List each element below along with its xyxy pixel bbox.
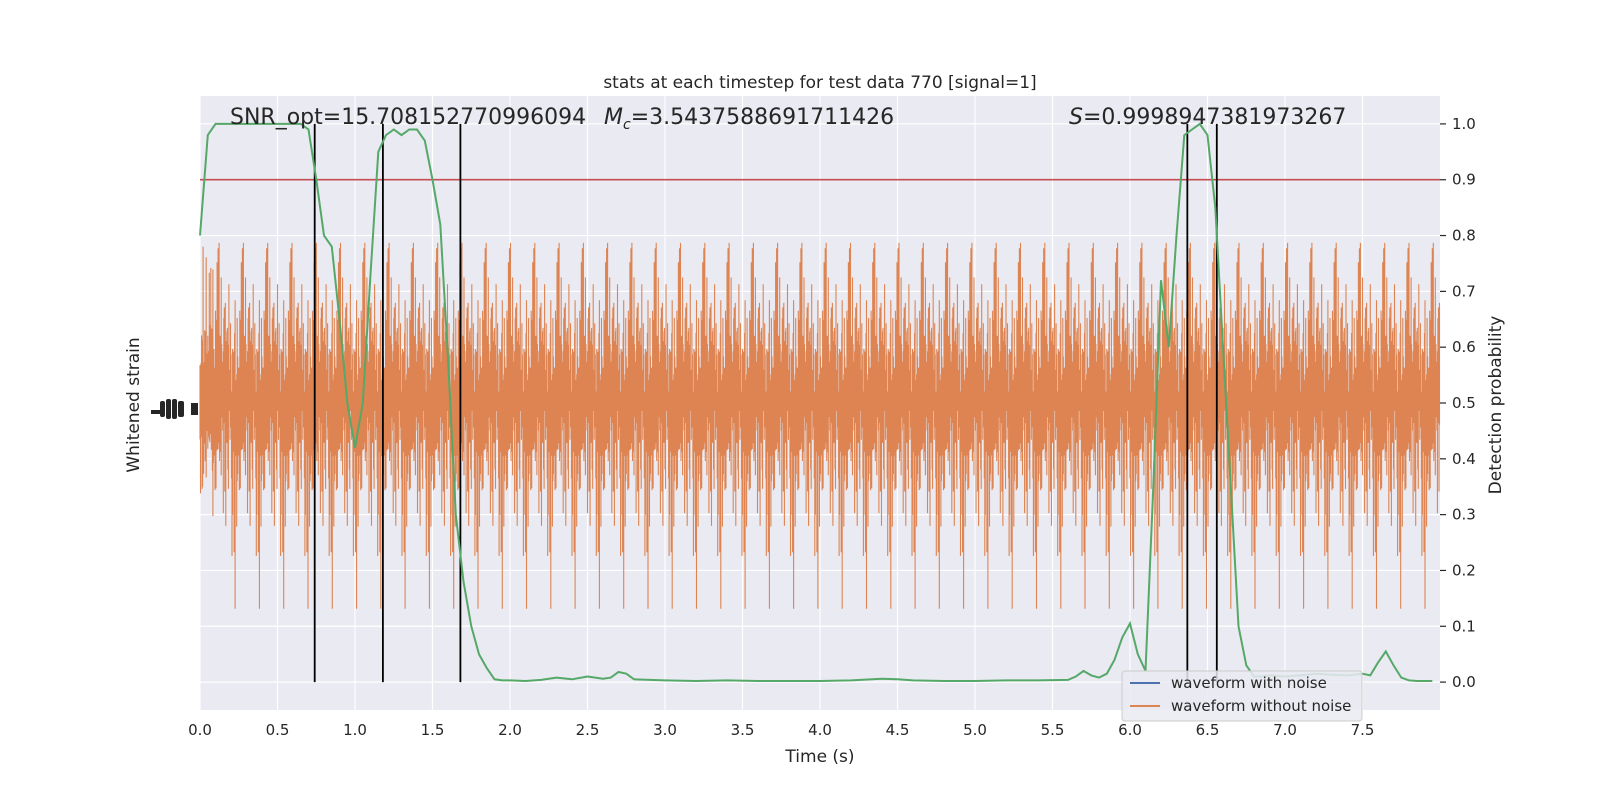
x-tick-label: 3.0 [653,721,677,739]
y-tick-label: 0.1 [1452,617,1476,635]
x-tick-label: 6.0 [1118,721,1142,739]
x-tick-label: 7.5 [1351,721,1375,739]
mc-subscript: c [623,117,631,133]
y-tick-label: 0.4 [1452,450,1476,468]
x-tick-label: 1.5 [421,721,445,739]
legend-label-without-noise: waveform without noise [1171,697,1351,715]
x-tick-label: 2.5 [576,721,600,739]
x-tick-labels: 0.0 0.5 1.0 1.5 2.0 2.5 3.0 3.5 4.0 4.5 5.0 5.5 6.0 6… [188,721,1374,739]
left-axis-artifacts [151,399,198,419]
snr-annotation: SNR_opt=15.708152770996094 [230,105,586,130]
s-value: =0.9998947381973267 [1083,105,1346,130]
x-tick-label: 2.0 [498,721,522,739]
legend-label-with-noise: waveform with noise [1171,674,1327,692]
x-tick-label: 4.0 [808,721,832,739]
x-tick-label: 3.5 [731,721,755,739]
y-tick-label: 0.7 [1452,282,1476,300]
y-tick-label: 1.0 [1452,115,1476,133]
s-symbol: S [1069,105,1083,130]
x-tick-label: 0.5 [266,721,290,739]
x-tick-label: 1.0 [343,721,367,739]
chart-title: stats at each timestep for test data 770… [603,73,1036,93]
y-tick-label: 0.3 [1452,506,1476,524]
mc-value: =3.5437588691711426 [631,105,894,130]
waveform-without-noise-line [199,242,1441,609]
x-tick-label: 5.5 [1041,721,1065,739]
y-tick-label: 0.9 [1452,171,1476,189]
x-tick-label: 0.0 [188,721,212,739]
x-tick-label: 4.5 [886,721,910,739]
y-axis-label-left: Whitened strain [124,337,144,472]
x-tick-label: 7.0 [1273,721,1297,739]
y-axis-label-right: Detection probability [1486,316,1506,495]
x-axis-label: Time (s) [784,747,854,767]
y-tick-label: 0.0 [1452,673,1476,691]
y-tick-labels-right: 0.0 0.1 0.2 0.3 0.4 0.5 0.6 0.7 0.8 0.9 1.0 [1440,115,1476,691]
y-tick-label: 0.6 [1452,338,1476,356]
y-tick-label: 0.5 [1452,394,1476,412]
legend: waveform with noise waveform without noi… [1121,670,1363,722]
y-tick-label: 0.8 [1452,227,1476,245]
y-tick-label: 0.2 [1452,561,1476,579]
mc-annotation: Mc=3.5437588691711426 [604,105,894,133]
x-tick-label: 5.0 [963,721,987,739]
waveform-without-noise-series [199,242,1441,609]
x-tick-label: 6.5 [1196,721,1220,739]
mc-symbol: M [604,105,623,130]
s-annotation: S=0.9998947381973267 [1069,105,1346,130]
